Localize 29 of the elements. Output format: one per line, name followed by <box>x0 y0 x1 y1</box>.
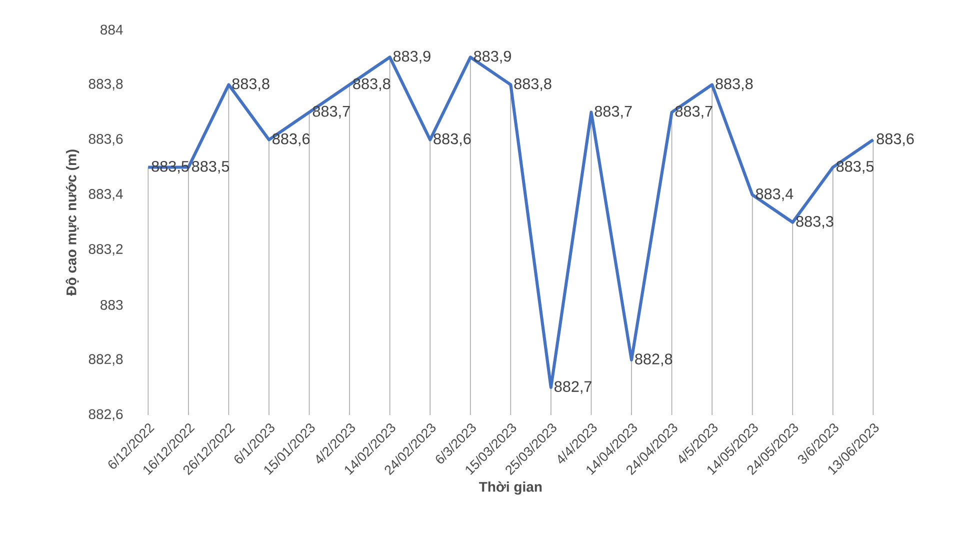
data-label: 883,8 <box>232 78 270 92</box>
data-label: 883,7 <box>675 106 712 119</box>
data-label: 882,7 <box>554 381 592 394</box>
data-label: 883,5 <box>192 160 230 174</box>
y-tick-label: 883,4 <box>88 189 123 201</box>
y-axis-title: Độ cao mực nước (m) <box>66 150 80 296</box>
data-label: 883,7 <box>312 106 350 119</box>
y-tick-label: 882,8 <box>88 354 123 366</box>
y-tick-label: 883,2 <box>88 244 123 256</box>
data-label: 883,6 <box>876 133 914 146</box>
data-label: 882,8 <box>635 354 672 366</box>
data-label: 883,6 <box>272 133 310 146</box>
data-label: 883,9 <box>393 50 430 64</box>
data-label: 883,5 <box>836 160 874 174</box>
data-label: 883,9 <box>474 50 511 64</box>
y-tick-label: 882,6 <box>88 409 123 421</box>
data-label: 883,8 <box>353 78 390 92</box>
y-tick-label: 883 <box>100 300 123 310</box>
data-label: 883,6 <box>434 133 471 146</box>
y-tick-label: 884 <box>100 24 123 35</box>
data-label: 883,8 <box>514 78 552 92</box>
data-label: 883,5 <box>152 160 189 174</box>
y-tick-label: 883,6 <box>88 134 123 146</box>
data-label: 883,8 <box>716 78 753 92</box>
y-tick-label: 883,8 <box>88 78 123 90</box>
data-label: 883,3 <box>796 216 834 229</box>
data-label: 883,7 <box>594 106 632 119</box>
x-axis-title: Thời gian <box>479 481 542 495</box>
data-label: 883,4 <box>756 188 794 202</box>
